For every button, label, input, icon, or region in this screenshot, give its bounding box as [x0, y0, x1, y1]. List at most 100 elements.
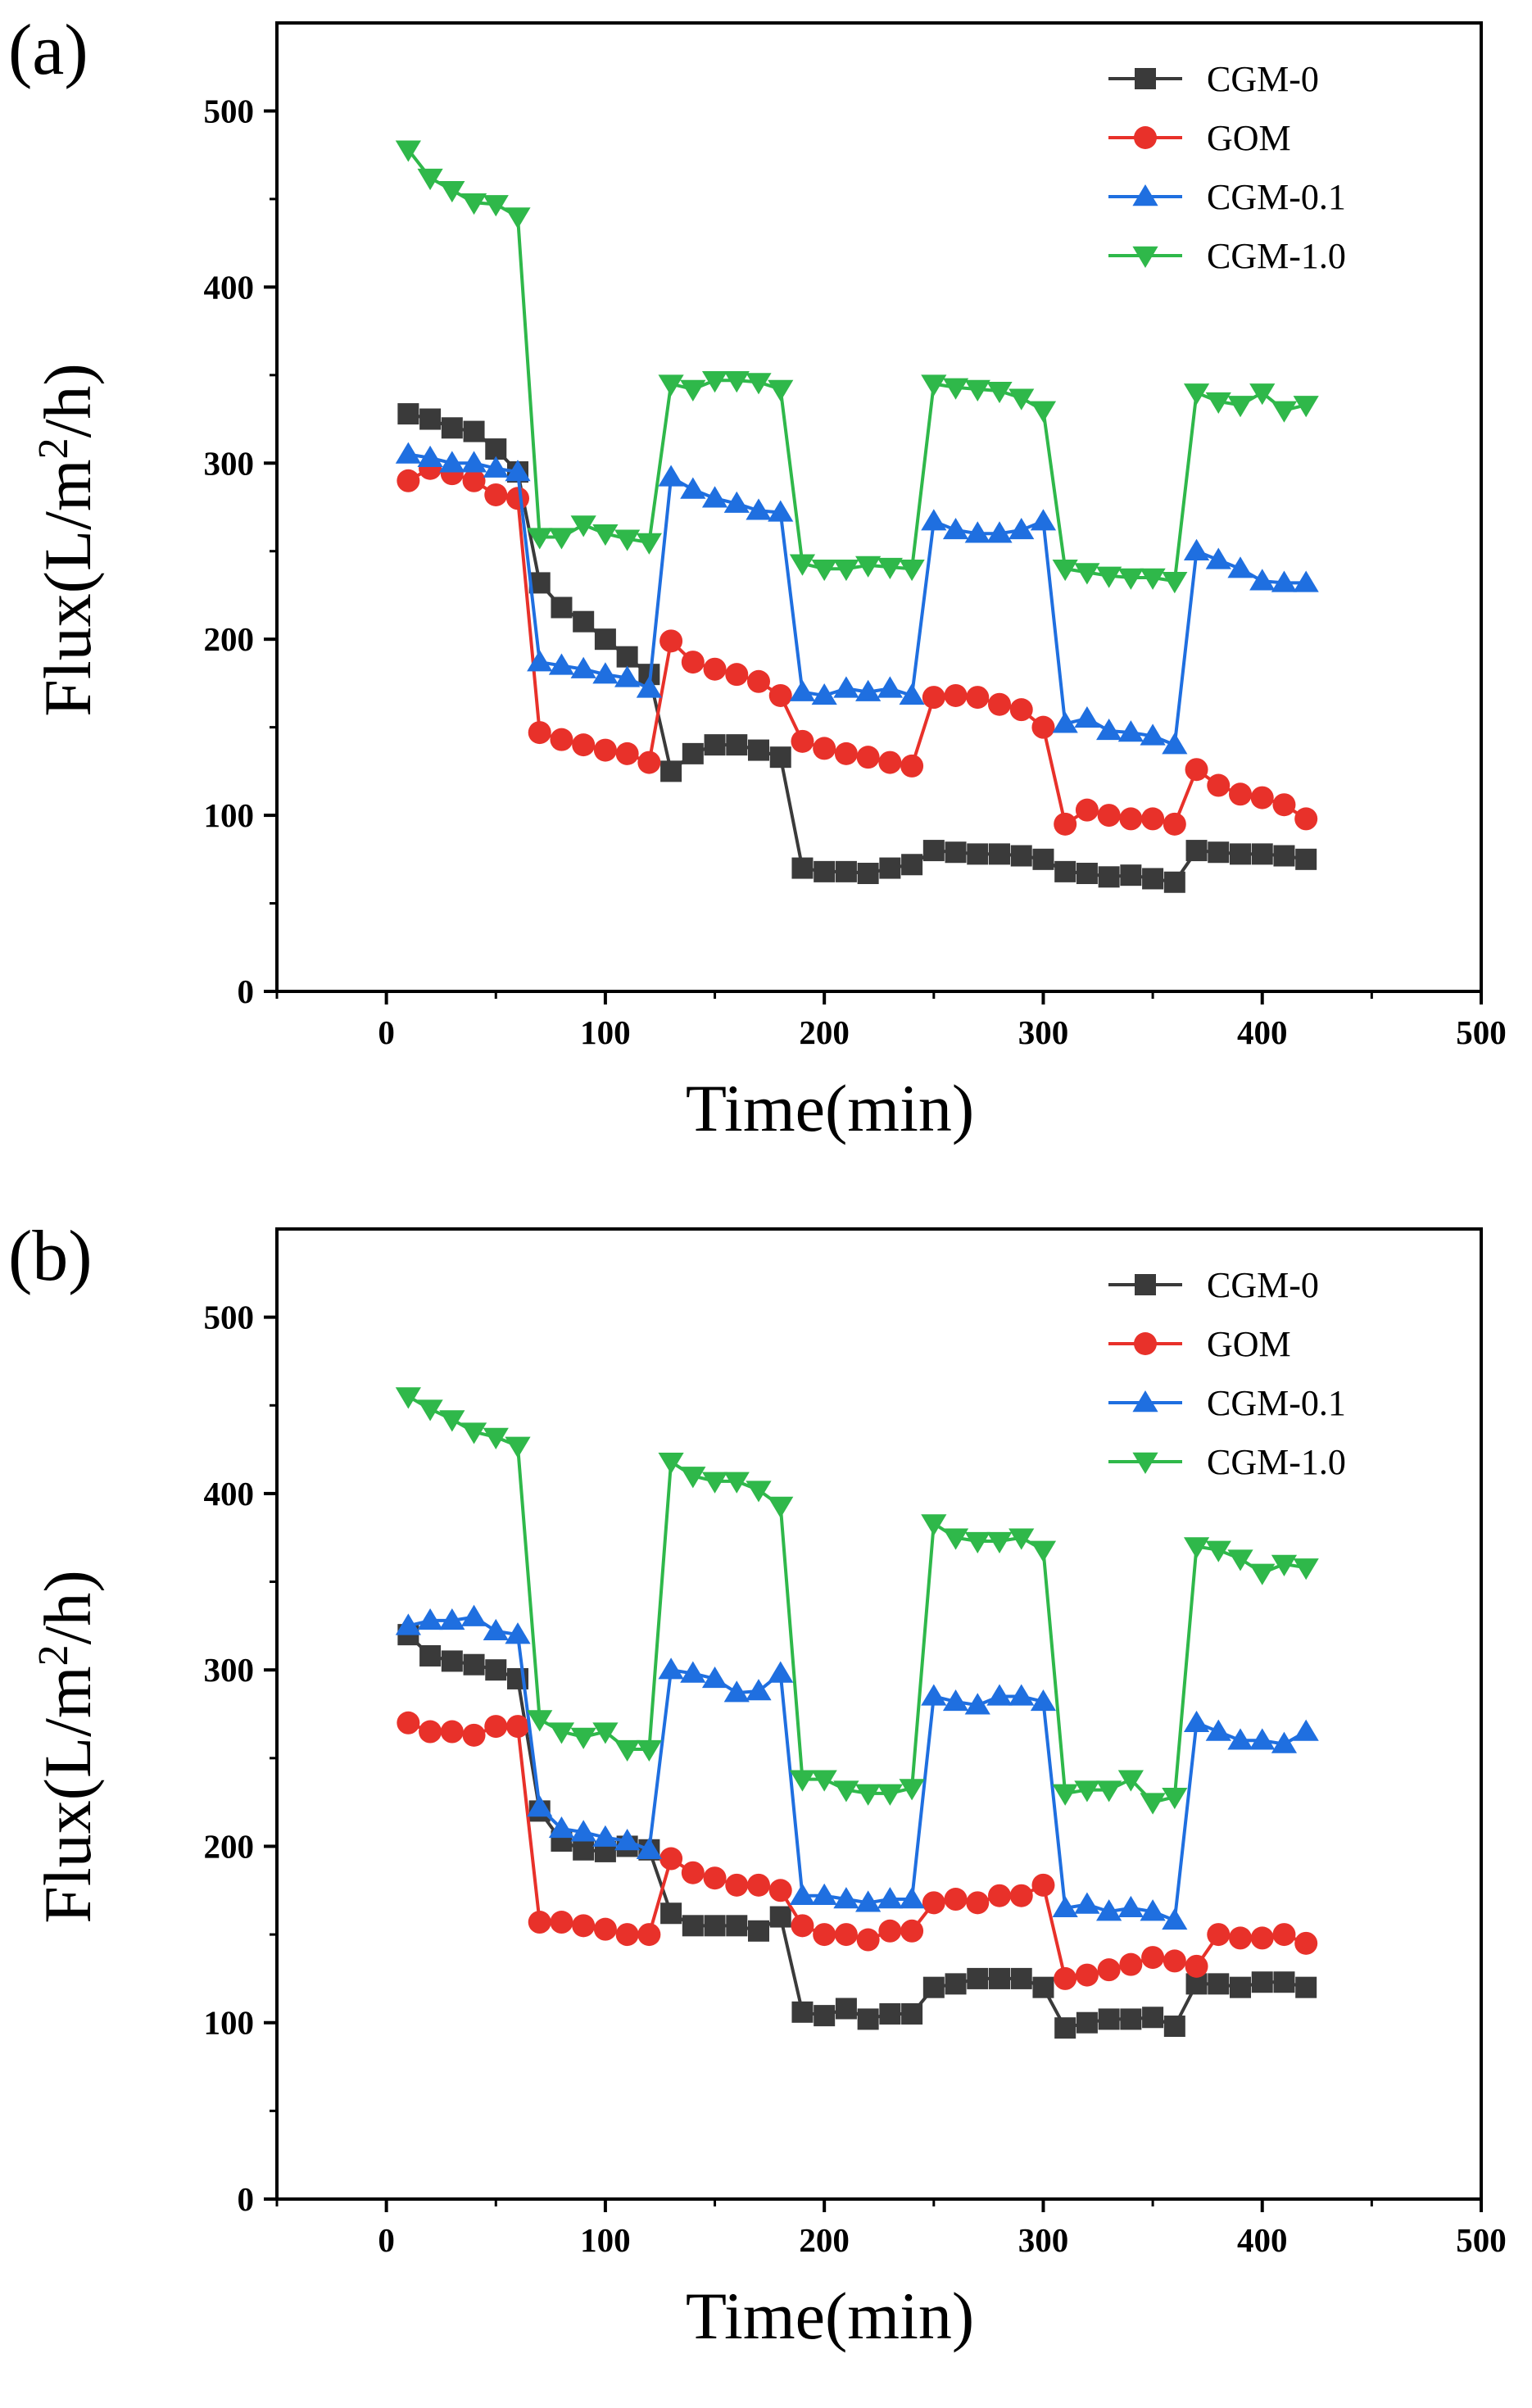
data-point — [811, 683, 837, 705]
data-point — [572, 733, 596, 757]
y-axis-title-main: Flux(L/m — [30, 1666, 105, 1923]
data-point — [681, 651, 705, 674]
x-tick-label: 300 — [1018, 1014, 1069, 1051]
data-point — [942, 517, 969, 540]
data-point — [966, 686, 990, 710]
data-point — [703, 657, 727, 681]
data-point — [1096, 1780, 1122, 1803]
data-point — [681, 1861, 705, 1884]
data-point — [856, 1928, 880, 1952]
data-point — [1251, 843, 1273, 865]
data-point — [636, 676, 662, 698]
data-point — [1271, 401, 1298, 423]
data-point — [460, 451, 487, 473]
y-tick-label: 400 — [204, 268, 255, 306]
data-point — [682, 1915, 704, 1937]
data-point — [462, 1723, 486, 1747]
data-point — [1185, 758, 1208, 782]
data-point — [1163, 871, 1185, 893]
series-line — [407, 1615, 1308, 1922]
legend-label: CGM-0.1 — [1207, 177, 1346, 217]
data-point — [441, 417, 463, 439]
data-point — [1117, 1770, 1144, 1792]
data-point — [811, 560, 837, 582]
data-point — [701, 371, 728, 393]
data-point — [417, 1608, 443, 1630]
data-point — [1008, 1684, 1035, 1706]
data-point — [922, 840, 945, 862]
data-point — [942, 1528, 969, 1550]
data-point — [1052, 1895, 1078, 1918]
data-point — [615, 1923, 639, 1947]
data-point — [814, 860, 836, 882]
data-point — [726, 734, 748, 756]
data-point — [505, 1622, 531, 1644]
x-axis-title: Time(min) — [686, 2279, 974, 2353]
data-point — [615, 741, 639, 765]
data-point — [1230, 1976, 1251, 1998]
data-point — [899, 1779, 925, 1801]
data-point — [439, 451, 465, 473]
data-point — [397, 1711, 420, 1735]
data-point — [1142, 868, 1164, 890]
data-point — [988, 692, 1011, 716]
legend-marker — [1134, 1332, 1157, 1355]
data-point — [1185, 840, 1208, 862]
y-tick-label: 500 — [204, 1299, 255, 1336]
data-point — [659, 1847, 683, 1871]
data-point — [789, 1883, 816, 1905]
series-cgm-0-1 — [395, 1604, 1319, 1930]
data-point — [441, 1650, 463, 1672]
data-point — [748, 1920, 769, 1942]
data-point — [1141, 1946, 1165, 1970]
y-axis-title: Flux(L/m2/h) — [30, 363, 106, 716]
data-point — [811, 1770, 837, 1792]
data-point — [1054, 2017, 1076, 2039]
data-point — [1162, 732, 1188, 755]
data-point — [1207, 1923, 1231, 1947]
data-point — [1271, 1731, 1298, 1753]
data-point — [899, 560, 925, 582]
data-point — [636, 1837, 662, 1859]
y-tick-label: 100 — [204, 2004, 255, 2042]
data-point — [417, 1399, 443, 1422]
data-point — [592, 662, 619, 684]
data-point — [637, 1923, 661, 1947]
data-point — [1163, 812, 1186, 836]
data-point — [1010, 1967, 1032, 1989]
data-point — [986, 521, 1013, 543]
y-axis-title-unit: /h) — [30, 363, 105, 438]
data-point — [1074, 1780, 1100, 1803]
data-point — [833, 676, 859, 698]
data-point — [460, 1604, 487, 1626]
data-point — [1163, 1949, 1186, 1973]
data-point — [1229, 782, 1252, 806]
data-point — [725, 1873, 749, 1897]
data-point — [900, 754, 924, 778]
data-point — [879, 857, 901, 879]
y-axis-title-main: Flux(L/m — [30, 459, 105, 716]
legend-marker — [1132, 184, 1158, 206]
data-point — [1008, 388, 1035, 410]
data-point — [1009, 1884, 1033, 1907]
data-point — [989, 1967, 1010, 1989]
data-point — [1119, 807, 1143, 831]
data-point — [967, 843, 989, 865]
data-point — [857, 863, 879, 885]
data-point — [701, 1666, 728, 1689]
data-point — [747, 1873, 770, 1897]
data-point — [483, 1618, 509, 1641]
data-point — [833, 1887, 859, 1909]
data-point — [1030, 1689, 1057, 1712]
data-point — [791, 857, 814, 879]
data-point — [1294, 807, 1318, 831]
data-point — [548, 653, 575, 675]
series-gom — [397, 1711, 1318, 1990]
y-axis-title-superscript: 2 — [30, 1644, 77, 1666]
data-point — [1074, 563, 1100, 585]
data-point — [964, 1531, 990, 1553]
data-point — [899, 683, 925, 705]
data-point — [1294, 1931, 1318, 1955]
data-point — [1120, 864, 1142, 887]
data-point — [704, 734, 726, 756]
